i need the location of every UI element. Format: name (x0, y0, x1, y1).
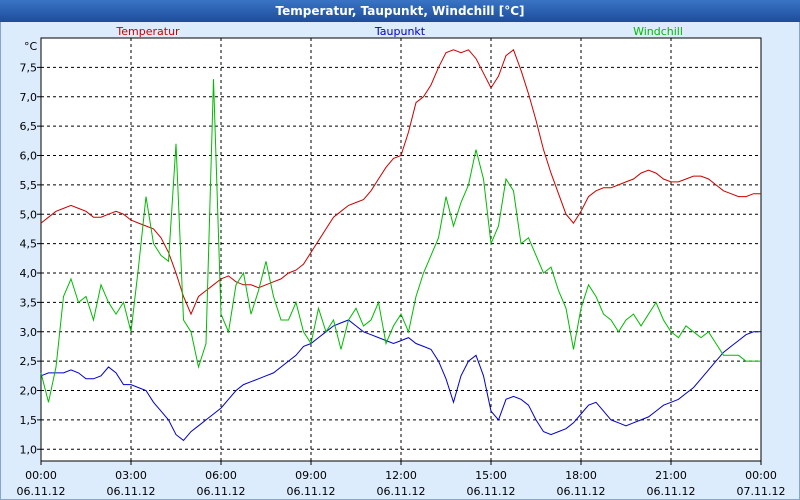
series-line-temperatur (40, 48, 761, 316)
legend-taupunkt: Taupunkt (374, 25, 426, 38)
y-tick-label: 4,5 (20, 238, 38, 251)
x-tick-time: 15:00 (475, 469, 507, 482)
x-tick-date: 06.11.12 (197, 485, 246, 498)
x-tick-date: 06.11.12 (17, 485, 66, 498)
axis-ticks: 1,0 1,5 2,0 2,5 3,0 3,5 4,0 4,5 5,0 5,5 6,0 6,5 7,0 7… (17, 61, 786, 498)
x-tick-time: 00:00 (25, 469, 57, 482)
y-axis-label: °C (24, 40, 38, 53)
legend-windchill: Windchill (633, 25, 683, 38)
y-tick-label: 3,0 (20, 326, 38, 339)
legend-temperatur: Temperatur (115, 25, 180, 38)
x-tick-date: 06.11.12 (647, 485, 696, 498)
x-tick-time: 12:00 (385, 469, 417, 482)
y-tick-label: 2,0 (20, 385, 38, 398)
x-tick-date: 06.11.12 (557, 485, 606, 498)
x-tick-time: 09:00 (295, 469, 327, 482)
x-tick-time: 00:00 (745, 469, 777, 482)
y-tick-label: 4,0 (20, 267, 38, 280)
series-line-taupunkt (40, 319, 761, 442)
x-tick-date: 06.11.12 (287, 485, 336, 498)
x-tick-date: 06.11.12 (467, 485, 516, 498)
y-tick-label: 1,0 (20, 443, 38, 456)
x-tick-date: 06.11.12 (107, 485, 156, 498)
x-tick-time: 21:00 (655, 469, 687, 482)
y-tick-label: 6,5 (20, 120, 38, 133)
y-tick-label: 7,5 (20, 61, 38, 74)
y-tick-label: 5,5 (20, 179, 38, 192)
y-tick-label: 7,0 (20, 91, 38, 104)
y-tick-label: 2,5 (20, 355, 38, 368)
x-tick-time: 06:00 (205, 469, 237, 482)
y-tick-label: 1,5 (20, 414, 38, 427)
window-title: Temperatur, Taupunkt, Windchill [°C] (0, 0, 800, 22)
series-line-windchill (40, 79, 761, 403)
y-tick-label: 3,5 (20, 296, 38, 309)
legend: Temperatur Taupunkt Windchill (115, 25, 683, 38)
y-tick-label: 6,0 (20, 150, 38, 163)
y-tick-label: 5,0 (20, 208, 38, 221)
x-tick-time: 03:00 (115, 469, 147, 482)
series-lines (40, 48, 761, 442)
x-tick-date: 06.11.12 (377, 485, 426, 498)
x-tick-time: 18:00 (565, 469, 597, 482)
x-tick-date: 07.11.12 (737, 485, 786, 498)
